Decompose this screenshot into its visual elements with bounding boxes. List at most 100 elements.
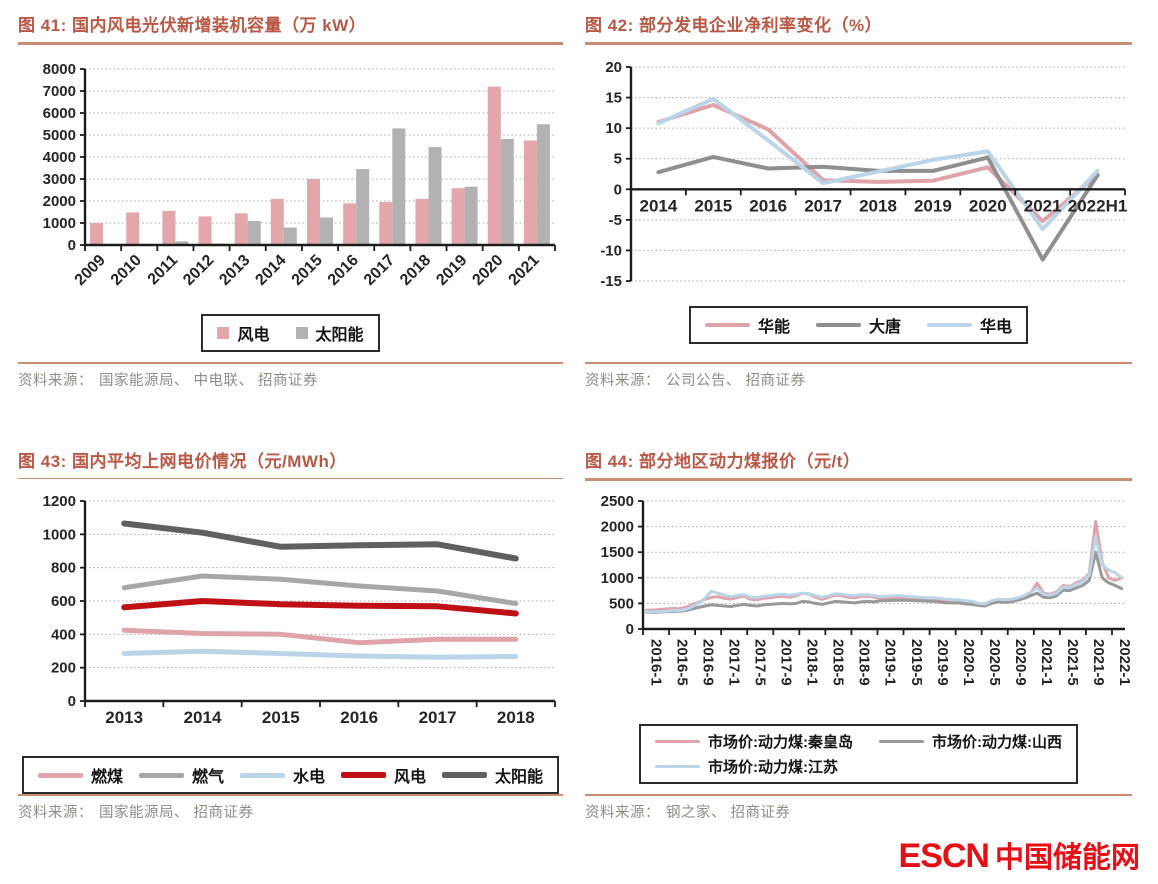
y-tick-label: 2500 [601,493,634,510]
figure-42-title-rule [585,42,1132,45]
figure-44-source: 资料来源： 钢之家、 招商证券 [585,801,1132,822]
y-tick-label: 5000 [43,127,76,144]
legend-label: 大唐 [868,319,901,336]
line-series-风电 [121,598,519,617]
source-label: 资料来源： [585,805,660,821]
figure-44-title: 图 44: 部分地区动力煤报价（元/t） [585,452,861,471]
legend-swatch [879,740,924,743]
x-tick-label: 2017-9 [778,639,795,686]
y-tick-label: 8000 [43,61,76,78]
y-tick-label: 10 [605,120,622,137]
figure-44-source-block: 资料来源： 钢之家、 招商证券 [585,794,1132,822]
source-label: 资料来源： [585,373,660,389]
legend-swatch [927,323,972,327]
legend-item-太阳能: 太阳能 [295,321,364,345]
legend-label: 太阳能 [315,327,364,344]
figure-41-title: 图 41: 国内风电光伏新增装机容量（万 kW） [18,16,367,35]
legend-item-燃气: 燃气 [138,763,224,787]
legend-item-市场价:动力煤:山西: 市场价:动力煤:山西 [879,731,1062,752]
figure-41-legend: 风电 太阳能 [201,314,380,352]
x-tick-label: 2021-1 [1038,639,1055,686]
y-tick-label: 1000 [43,526,76,543]
y-tick-label: 4000 [43,149,76,166]
figure-41-plot: 0100020003000400050006000700080002009201… [43,61,556,289]
figure-43-legend: 燃煤 燃气 水电 风电 太阳能 [21,756,560,794]
y-tick-label: 1200 [43,493,76,510]
legend-label: 燃煤 [90,769,123,786]
legend-item-风电: 风电 [217,321,270,345]
bar [500,139,514,245]
legend-swatch [295,327,308,339]
legend-swatch [442,772,488,778]
legend-swatch [217,327,230,339]
x-tick-label: 2010 [108,252,145,289]
x-tick-label: 2020-1 [960,639,977,686]
legend-item-大唐: 大唐 [815,313,901,337]
source-label: 资料来源： [18,805,93,821]
source-text: 钢之家、 招商证券 [666,805,791,821]
legend-row: 风电 太阳能 [217,321,364,345]
legend-label: 华能 [757,319,790,336]
bar [451,188,465,245]
legend-swatch [37,772,83,778]
x-tick-label: 2013 [216,252,253,289]
bar [392,128,406,245]
legend-swatch [341,772,386,778]
figure-42-chart: -15 -10 -5 0 5 10 15 20 2014 2015 2016 2017 2018 2019… [585,53,1132,300]
legend-item-太阳能: 太阳能 [442,763,543,787]
y-tick-label: 0 [68,237,76,254]
x-tick-label: 2017-5 [751,639,768,686]
figure-41-source-rule [18,362,563,364]
bar [126,212,140,245]
legend-label: 太阳能 [495,769,544,786]
x-tick-label: 2014 [184,708,222,727]
figure-43-plot: 0 200 400 600 800 1000 1200 2013 2014 2015 2016 201… [43,493,556,727]
x-tick-label: 2019 [433,252,470,289]
y-tick-label: 1000 [43,215,76,232]
figure-44-source-rule [585,794,1132,796]
x-tick-label: 2020-9 [1012,639,1029,686]
legend-item-市场价:动力煤:秦皇岛: 市场价:动力煤:秦皇岛 [655,731,853,752]
x-tick-label: 2017 [361,252,398,289]
x-tick-label: 2017 [804,196,842,215]
legend-swatch [239,772,285,778]
charts-grid: 图 41: 国内风电光伏新增装机容量（万 kW） 0 1000 2000 3000 40… [18,14,1134,822]
bar [198,216,212,245]
legend-item-华电: 华电 [927,313,1012,337]
x-tick-label: 2014 [252,252,289,289]
legend-item-市场价:动力煤:江苏: 市场价:动力煤:江苏 [655,756,838,777]
y-tick-label: 0 [614,181,622,198]
x-tick-label: 2015 [694,196,732,215]
figure-41-source-block: 资料来源： 国家能源局、 中电联、 招商证券 [18,362,563,390]
legend-item-水电: 水电 [239,763,325,787]
bar [343,203,357,245]
x-tick-label: 2016 [749,196,787,215]
y-tick-label: 200 [51,660,76,677]
bar [247,221,261,245]
legend-swatch [655,740,700,743]
legend-row: 市场价:动力煤:江苏 [655,756,1062,777]
figure-41-title-rule [18,42,563,45]
y-tick-label: 800 [51,560,76,577]
y-tick-label: 2000 [43,193,76,210]
figure-42-source-rule [585,362,1132,364]
x-tick-label: 2016-5 [673,639,690,686]
legend-swatch [138,772,184,778]
y-tick-label: 2000 [601,519,634,536]
bar [320,217,333,245]
figure-44-plot: 0 500 1000 1500 2000 2500 2016-1 2016-5 2016-9 20… [601,493,1134,686]
bar [523,140,537,245]
y-tick-label: 600 [51,593,76,610]
x-tick-label: 2020 [469,252,506,289]
escn-logo-cn: 中国储能网 [994,842,1140,874]
figure-42-panel: 图 42: 部分发电企业净利率变化（%） -15 -10 -5 0 5 10 15 20 201… [585,14,1132,390]
x-tick-label: 2019-5 [908,639,925,686]
figure-41-chart: 0 1000 2000 3000 4000 5000 6000 7000 8000 2009 201… [18,53,563,308]
x-tick-label: 2016 [340,708,378,727]
figure-43-source-block: 资料来源： 国家能源局、 招商证券 [18,794,563,822]
legend-swatch [815,323,861,327]
bar [270,198,284,245]
x-tick-label: 2021 [1024,196,1062,215]
x-tick-label: 2015 [289,252,326,289]
